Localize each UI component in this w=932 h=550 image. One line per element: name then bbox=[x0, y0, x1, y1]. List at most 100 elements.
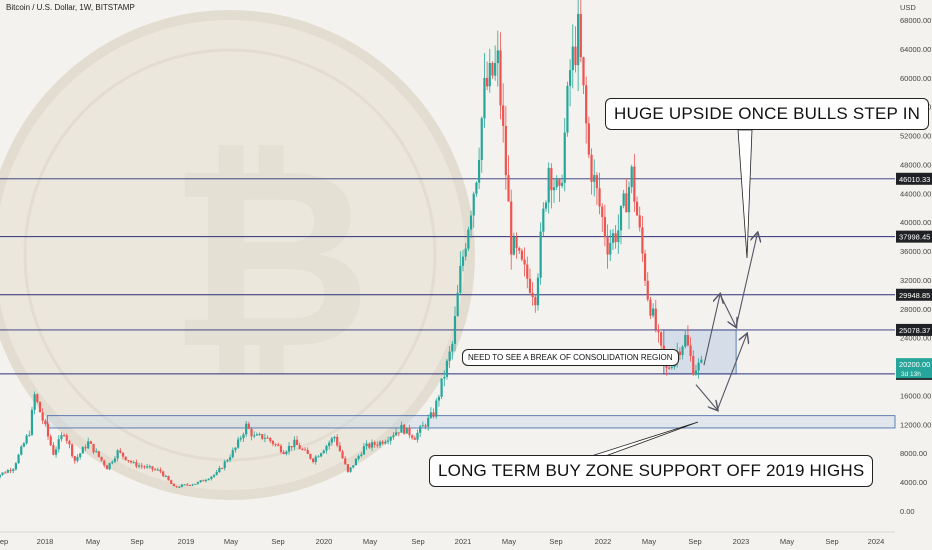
x-tick-label: 2019 bbox=[178, 537, 195, 546]
candle-body bbox=[245, 423, 248, 435]
candle-body bbox=[635, 201, 639, 216]
projection-arrow bbox=[719, 294, 736, 326]
candle-body bbox=[654, 308, 657, 330]
candle-body bbox=[670, 366, 673, 368]
level-price-tag bbox=[896, 323, 932, 336]
candle-body bbox=[649, 299, 652, 316]
candle-body bbox=[135, 462, 138, 467]
candle-body bbox=[429, 412, 432, 418]
level-price-label: 29948.85 bbox=[899, 291, 930, 300]
candle-body bbox=[496, 50, 499, 64]
candle-body bbox=[204, 480, 208, 482]
candle-body bbox=[202, 480, 205, 482]
candle-body bbox=[520, 250, 524, 260]
y-tick-label: 16000.00 bbox=[900, 391, 931, 400]
candle-body bbox=[14, 463, 18, 470]
candle-body bbox=[84, 447, 87, 449]
candle-body bbox=[17, 454, 20, 464]
x-tick-label: 2018 bbox=[37, 537, 54, 546]
candle-body bbox=[164, 476, 167, 478]
candle-body bbox=[183, 484, 186, 486]
candle-body bbox=[590, 154, 593, 182]
candle-body bbox=[145, 466, 149, 468]
candle-body bbox=[108, 463, 111, 470]
candle-body bbox=[488, 63, 491, 87]
candle-body bbox=[28, 434, 31, 436]
candle-body bbox=[534, 297, 537, 306]
level-price-label: 46010.33 bbox=[899, 175, 930, 184]
candle-body bbox=[175, 486, 178, 488]
candle-body bbox=[129, 460, 133, 463]
coin-outer bbox=[0, 10, 475, 500]
candle-body bbox=[6, 470, 9, 473]
candle-body bbox=[627, 187, 631, 213]
candle-body bbox=[68, 440, 71, 445]
candle-body bbox=[330, 438, 333, 443]
candle-body bbox=[646, 280, 649, 300]
candle-body bbox=[630, 166, 633, 188]
y-tick-label: 68000.00 bbox=[900, 16, 931, 25]
annotation-pointers-layer bbox=[584, 129, 753, 459]
candle-body bbox=[344, 458, 347, 465]
annotation-buy-zone[interactable]: LONG TERM BUY ZONE SUPPORT OFF 2019 HIGH… bbox=[429, 455, 874, 487]
candle-body bbox=[81, 447, 84, 454]
x-tick-label: May bbox=[86, 537, 100, 546]
candle-body bbox=[237, 439, 240, 448]
y-tick-label: 40000.00 bbox=[900, 218, 931, 227]
level-price-label: 25078.37 bbox=[899, 326, 930, 335]
candle-body bbox=[403, 424, 406, 434]
candle-body bbox=[376, 444, 379, 446]
annotation-huge-upside[interactable]: HUGE UPSIDE ONCE BULLS STEP IN bbox=[605, 98, 930, 130]
x-axis[interactable]: ep 2018 May Sep 2019 May Sep 2020 May Sep 2021 May S… bbox=[0, 531, 895, 546]
candle-body bbox=[571, 46, 574, 71]
candle-body bbox=[408, 427, 411, 436]
y-tick-label: 0.00 bbox=[900, 507, 915, 516]
candle-body bbox=[188, 484, 192, 486]
candle-body bbox=[362, 446, 366, 455]
candle-body bbox=[60, 435, 63, 440]
candle-body bbox=[87, 441, 90, 449]
candle-body bbox=[360, 454, 363, 456]
candle-body bbox=[38, 401, 42, 413]
candle-body bbox=[100, 456, 103, 461]
level-price-tag bbox=[896, 288, 932, 301]
candle-body bbox=[601, 206, 604, 218]
candle-body bbox=[279, 445, 283, 453]
candle-body bbox=[638, 215, 641, 228]
candle-body bbox=[143, 466, 146, 468]
candle-body bbox=[574, 46, 577, 66]
candle-body bbox=[577, 13, 580, 66]
projection-arrows-layer bbox=[695, 233, 758, 410]
candle-body bbox=[49, 436, 52, 446]
candle-body bbox=[71, 444, 74, 457]
candle-body bbox=[0, 474, 1, 478]
buy-zone bbox=[46, 415, 896, 429]
candle-body bbox=[154, 469, 157, 471]
candle-body bbox=[95, 451, 98, 453]
current-price-label: 20200.00 bbox=[899, 360, 930, 369]
candle-body bbox=[20, 446, 23, 455]
level-price-label: 37998.45 bbox=[899, 233, 930, 242]
candle-body bbox=[325, 445, 328, 451]
candle-body bbox=[116, 450, 119, 459]
candle-body bbox=[499, 50, 502, 106]
y-axis[interactable]: 0.004000.008000.0012000.0016000.0020000.… bbox=[896, 3, 932, 516]
candle-body bbox=[253, 435, 256, 437]
candle-body bbox=[625, 193, 628, 213]
candle-body bbox=[427, 417, 430, 427]
candle-body bbox=[617, 230, 620, 243]
candle-body bbox=[472, 193, 475, 216]
level-price-tag bbox=[896, 230, 932, 243]
candle-body bbox=[518, 248, 521, 251]
candle-body bbox=[510, 201, 513, 255]
candle-body bbox=[287, 446, 291, 452]
currency-label: USD bbox=[900, 3, 916, 12]
x-tick-label: 2020 bbox=[316, 537, 333, 546]
y-tick-label: 8000.00 bbox=[900, 449, 927, 458]
candle-body bbox=[298, 445, 301, 450]
candle-body bbox=[555, 179, 558, 188]
annotation-consolidation[interactable]: NEED TO SEE A BREAK OF CONSOLIDATION REG… bbox=[462, 349, 679, 366]
candle-body bbox=[54, 449, 58, 455]
